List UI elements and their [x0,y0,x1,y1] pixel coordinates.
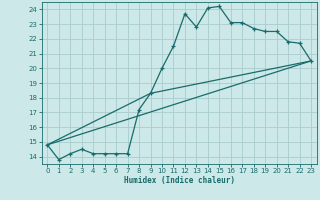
X-axis label: Humidex (Indice chaleur): Humidex (Indice chaleur) [124,176,235,185]
